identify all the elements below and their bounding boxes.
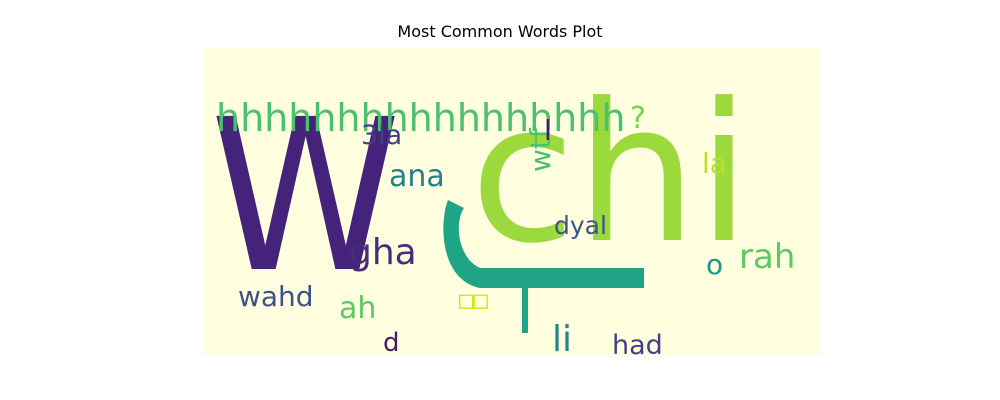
word-cloud-canvas: Wchifhhhhhhhhhhhhhhhhh?3lawtflanalaghady… — [204, 48, 820, 355]
word-text: rah — [739, 237, 795, 277]
word-text: dyal — [554, 211, 607, 240]
word-text: had — [612, 330, 663, 355]
word-text: l — [544, 114, 552, 147]
word-text: wtf — [524, 127, 557, 172]
word-17: □□ — [459, 286, 488, 314]
word-text: W — [210, 74, 401, 319]
cloud-background — [204, 48, 820, 355]
word-text: hhhhhhhhhhhhhhhhh — [216, 96, 625, 140]
word-2: chi — [470, 63, 751, 286]
word-5: ? — [630, 101, 646, 136]
word-text: o — [706, 248, 723, 281]
word-text: wahd — [238, 280, 314, 313]
word-text: ah — [339, 291, 376, 326]
word-10: la — [702, 147, 727, 180]
word-9: ana — [389, 159, 445, 194]
word-13: o — [706, 248, 723, 281]
word-text: gha — [349, 232, 417, 273]
word-6: 3la — [361, 120, 402, 151]
word-text: chi — [470, 63, 751, 286]
word-4: hhhhhhhhhhhhhhhhh — [216, 96, 625, 140]
word-11: gha — [349, 232, 417, 273]
word-16: ah — [339, 291, 376, 326]
word-7: wtf — [524, 127, 557, 172]
word-cloud: Wchifhhhhhhhhhhhhhhhhh?3lawtflanalaghady… — [204, 48, 820, 355]
word-text: li — [552, 319, 572, 355]
word-text: ana — [389, 159, 445, 194]
word-text: d — [383, 328, 400, 355]
word-20: d — [383, 328, 400, 355]
word-18: li — [552, 319, 572, 355]
word-12: dyal — [554, 211, 607, 240]
word-text: 3la — [361, 120, 402, 151]
chart-title: Most Common Words Plot — [397, 22, 603, 41]
word-19: had — [612, 330, 663, 355]
word-15: wahd — [238, 280, 314, 313]
word-14: rah — [739, 237, 795, 277]
word-text: la — [702, 147, 727, 180]
word-text: □□ — [459, 286, 488, 314]
word-1: W — [210, 74, 401, 319]
word-8: l — [544, 114, 552, 147]
word-text: ? — [630, 101, 646, 136]
